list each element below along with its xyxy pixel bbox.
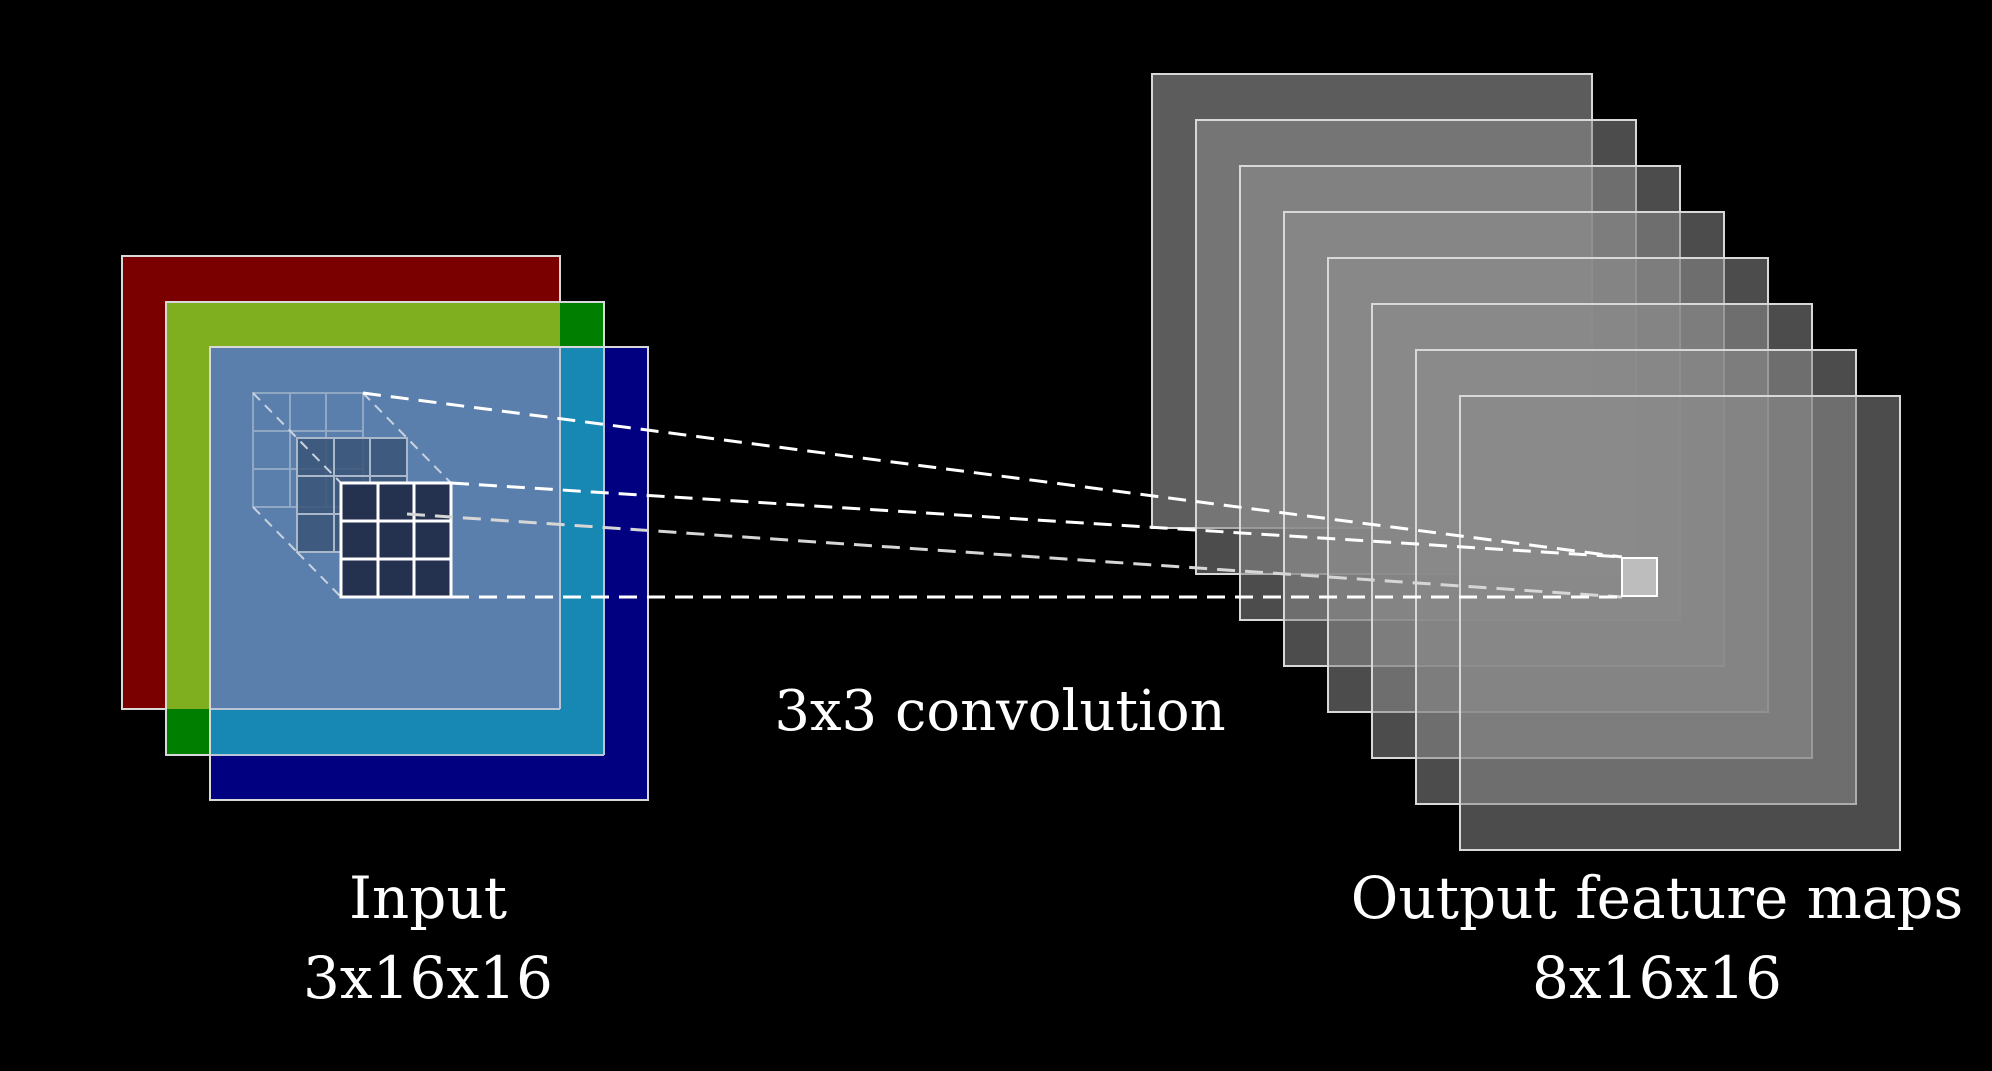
output-label: Output feature maps [1351, 864, 1963, 932]
output-size: 8x16x16 [1532, 944, 1782, 1012]
input-size: 3x16x16 [303, 944, 553, 1012]
projection-line-top [362, 391, 1623, 559]
input-label: Input [349, 864, 507, 932]
output-pixel [1621, 557, 1658, 597]
output-feature-map [1459, 395, 1901, 851]
output-stack [1151, 73, 1901, 851]
operation-label: 3x3 convolution [774, 679, 1225, 744]
kernel-grid-front [339, 481, 453, 599]
projection-line-back [406, 512, 1623, 599]
kernel-3x3 [252, 392, 453, 599]
projection-lines [362, 391, 1623, 599]
